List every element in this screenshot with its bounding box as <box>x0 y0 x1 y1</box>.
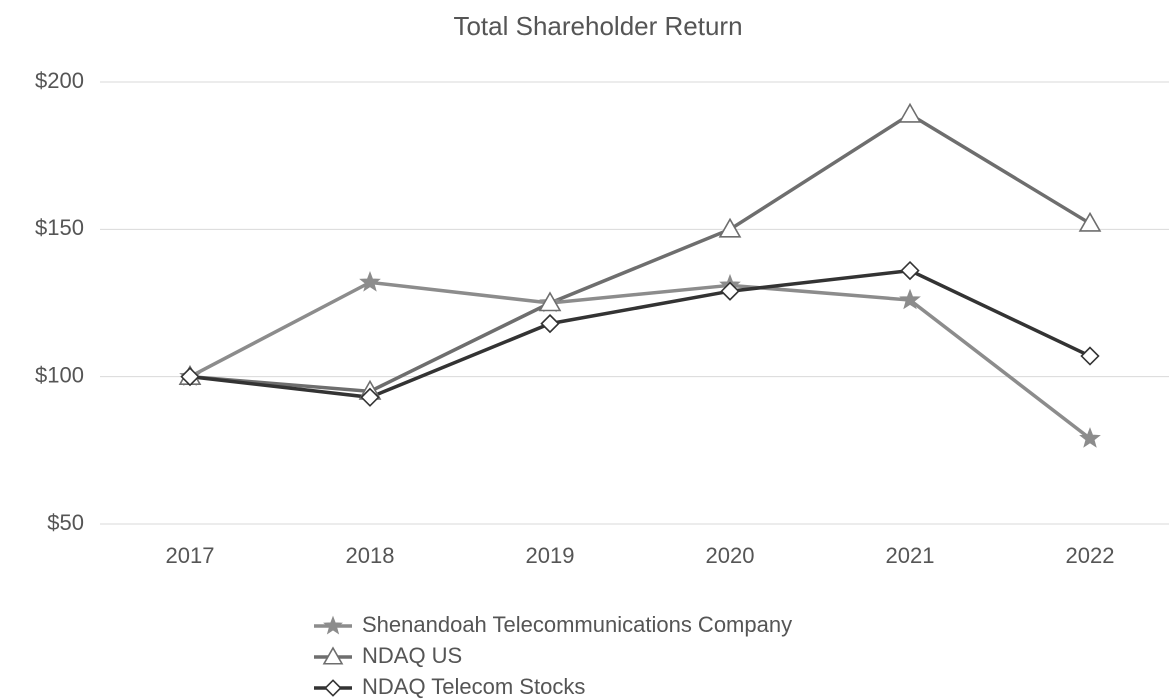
data-point <box>359 270 381 292</box>
data-point <box>899 288 921 310</box>
y-tick-label: $200 <box>35 68 84 93</box>
chart-title: Total Shareholder Return <box>453 11 742 41</box>
data-point <box>900 260 920 281</box>
data-point <box>1078 211 1102 232</box>
y-tick-label: $50 <box>47 510 84 535</box>
data-point <box>360 387 380 407</box>
data-point <box>1080 346 1100 366</box>
legend-marker <box>324 679 342 697</box>
legend-label: Shenandoah Telecommunications Company <box>362 612 792 637</box>
series-line <box>189 280 1092 440</box>
legend-marker <box>322 646 344 665</box>
x-tick-label: 2018 <box>346 543 395 568</box>
legend-marker <box>323 615 343 635</box>
data-point <box>720 281 740 301</box>
x-tick-label: 2022 <box>1066 543 1115 568</box>
series-line <box>189 112 1091 394</box>
legend-label: NDAQ Telecom Stocks <box>362 674 585 699</box>
y-tick-label: $100 <box>35 362 84 387</box>
data-point <box>1079 427 1101 448</box>
x-tick-label: 2021 <box>886 543 935 568</box>
data-point <box>898 102 922 123</box>
x-tick-label: 2019 <box>526 543 575 568</box>
legend-label: NDAQ US <box>362 643 462 668</box>
series-line <box>189 268 1091 400</box>
x-tick-label: 2020 <box>706 543 755 568</box>
data-point <box>538 291 562 312</box>
data-point <box>180 367 200 387</box>
y-tick-label: $150 <box>35 215 84 240</box>
data-point <box>540 313 560 334</box>
data-point <box>718 217 742 238</box>
x-tick-label: 2017 <box>166 543 215 568</box>
